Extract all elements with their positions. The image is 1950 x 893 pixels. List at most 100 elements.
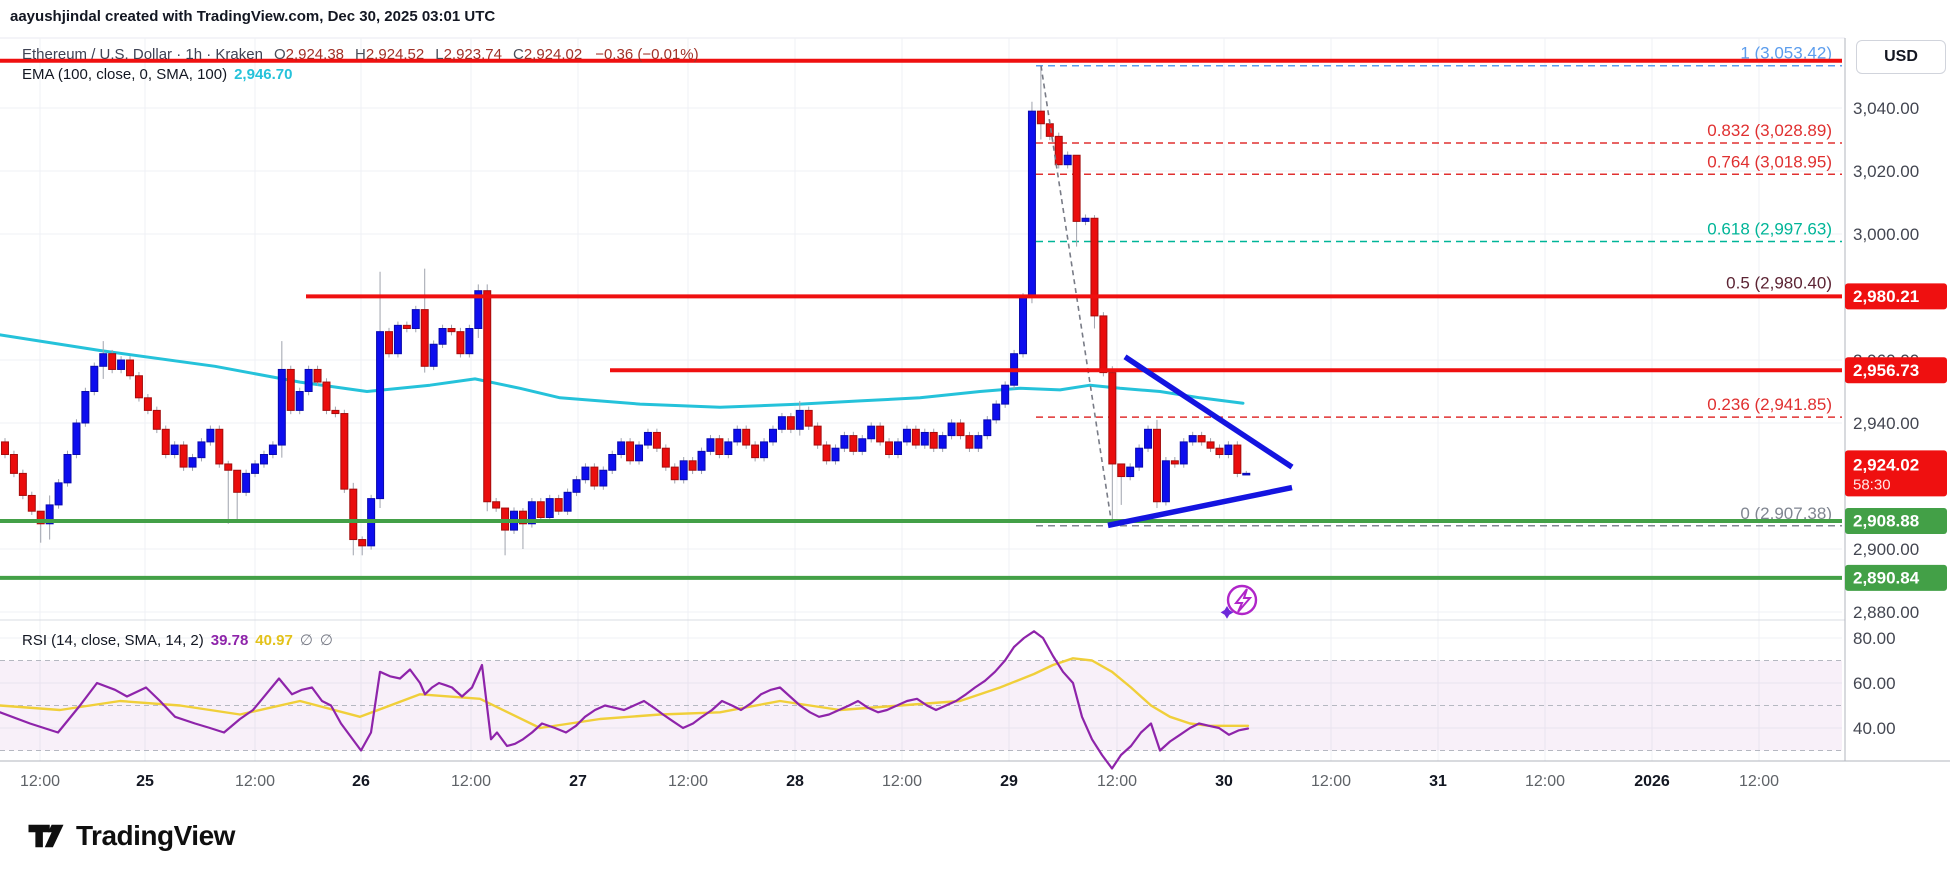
candle-down — [965, 431, 974, 452]
candle-up — [894, 438, 902, 459]
candle-up — [760, 438, 769, 462]
symbol-legend[interactable]: Ethereum / U.S. Dollar · 1h · Kraken O2,… — [22, 46, 699, 63]
candle-down — [161, 425, 170, 459]
attribution-text: aayushjindal created with TradingView.co… — [10, 8, 496, 25]
ohlc-low: L2,923.74 — [435, 46, 502, 63]
ohlc-open: O2,924.38 — [273, 46, 344, 63]
candle-up — [304, 365, 313, 396]
candle-down — [518, 508, 527, 549]
candle-down — [554, 494, 563, 515]
price-line-badge[interactable] — [1845, 564, 1947, 591]
trendline[interactable] — [1123, 354, 1294, 470]
candle-down — [447, 324, 456, 336]
candle-down — [1099, 312, 1108, 377]
currency-toggle-button[interactable]: USD — [1856, 40, 1946, 74]
candle-up — [992, 400, 1001, 424]
candle-up — [1063, 151, 1072, 169]
candle-up — [1224, 441, 1233, 459]
candle-up — [983, 416, 992, 440]
candle-up — [1001, 381, 1010, 408]
tradingview-logo[interactable]: TradingView — [26, 816, 235, 856]
tradingview-logo-icon — [28, 824, 64, 848]
candle-down — [786, 412, 795, 434]
candle-down — [885, 438, 894, 459]
candle-up — [197, 438, 206, 462]
current-price-badge[interactable] — [1845, 450, 1947, 497]
fib-level-label: 0.764 (3,018.95) — [1707, 152, 1832, 171]
candle-down — [108, 349, 117, 374]
trendline[interactable] — [1107, 484, 1293, 529]
candle-down — [1072, 154, 1081, 247]
candle-up — [938, 431, 947, 452]
price-badge-label: 2,908.88 — [1853, 512, 1919, 531]
candle-up — [643, 428, 652, 449]
candle-down — [358, 536, 367, 556]
rsi-axis-label: 80.00 — [1853, 629, 1896, 648]
fib-level-label: 0.618 (2,997.63) — [1707, 219, 1832, 238]
price-badge-label: 2,890.84 — [1853, 568, 1920, 587]
candle-down — [1215, 444, 1224, 459]
price-badge-label: 2,980.21 — [1853, 287, 1919, 306]
candle-up — [54, 479, 63, 509]
time-axis-label: 12:00 — [1525, 773, 1565, 790]
candle-down — [813, 422, 822, 449]
ema-legend[interactable]: EMA (100, close, 0, SMA, 100) 2,946.70 — [22, 66, 292, 83]
candle-down — [126, 356, 135, 380]
candle-up — [840, 431, 849, 452]
candle-up — [242, 469, 251, 497]
time-axis-label: 12:00 — [882, 773, 922, 790]
rsi-hidden-value-icon: ∅ — [319, 632, 333, 649]
price-line-badge[interactable] — [1845, 357, 1947, 384]
candle-up — [251, 460, 260, 478]
time-axis-label: 29 — [1000, 773, 1018, 790]
candle-up — [1188, 431, 1197, 446]
price-line-badge[interactable] — [1845, 283, 1947, 310]
candle-up — [1179, 438, 1188, 468]
time-axis-label: 2026 — [1634, 773, 1670, 790]
fib-trendline[interactable] — [1040, 65, 1113, 526]
candle-down — [742, 425, 751, 449]
candle-down — [420, 268, 429, 373]
candle-down — [224, 460, 233, 524]
candle-up — [974, 431, 983, 452]
candle-up — [768, 425, 777, 446]
candle-up — [920, 428, 929, 449]
candle-up — [1242, 470, 1251, 476]
fib-level-label: 1 (3,053.42) — [1740, 44, 1832, 63]
candle-up — [81, 387, 90, 427]
fib-level-label: 0.832 (3,028.89) — [1707, 121, 1832, 140]
candle-down — [384, 327, 393, 358]
time-axis-label: 12:00 — [451, 773, 491, 790]
time-axis-label: 12:00 — [668, 773, 708, 790]
candle-down — [626, 438, 635, 465]
price-axis-label: 2,940.00 — [1853, 414, 1919, 433]
fib-level-label: 0.236 (2,941.85) — [1707, 395, 1832, 414]
chart-canvas[interactable]: 1 (3,053.42) 0.832 (3,028.89) 0.764 (3,018… — [0, 0, 1950, 805]
candle-up — [268, 441, 277, 459]
candle-up — [599, 466, 608, 490]
candle-up — [795, 400, 804, 436]
time-axis-label: 12:00 — [1097, 773, 1137, 790]
candle-up — [867, 422, 876, 443]
rsi-legend[interactable]: RSI (14, close, SMA, 14, 2) 39.78 40.97 … — [22, 631, 333, 649]
price-axis-label: 3,000.00 — [1853, 225, 1919, 244]
candle-up — [465, 324, 474, 358]
rsi-axis-label: 40.00 — [1853, 719, 1896, 738]
candle-up — [474, 284, 483, 338]
candle-up — [45, 495, 54, 540]
price-axis-label: 3,040.00 — [1853, 99, 1919, 118]
candle-down — [36, 510, 45, 543]
candle-down — [661, 444, 670, 471]
rsi-value: 39.78 — [210, 632, 249, 649]
price-axis-label: 2,880.00 — [1853, 603, 1919, 622]
candle-down — [215, 425, 224, 468]
price-line-badge[interactable] — [1845, 508, 1947, 535]
candle-down — [9, 450, 18, 478]
candle-down — [849, 431, 858, 456]
candle-down — [1117, 463, 1126, 505]
candle-up — [635, 441, 644, 465]
candle-down — [956, 419, 965, 440]
candle-down — [313, 365, 322, 386]
candle-up — [831, 444, 840, 465]
